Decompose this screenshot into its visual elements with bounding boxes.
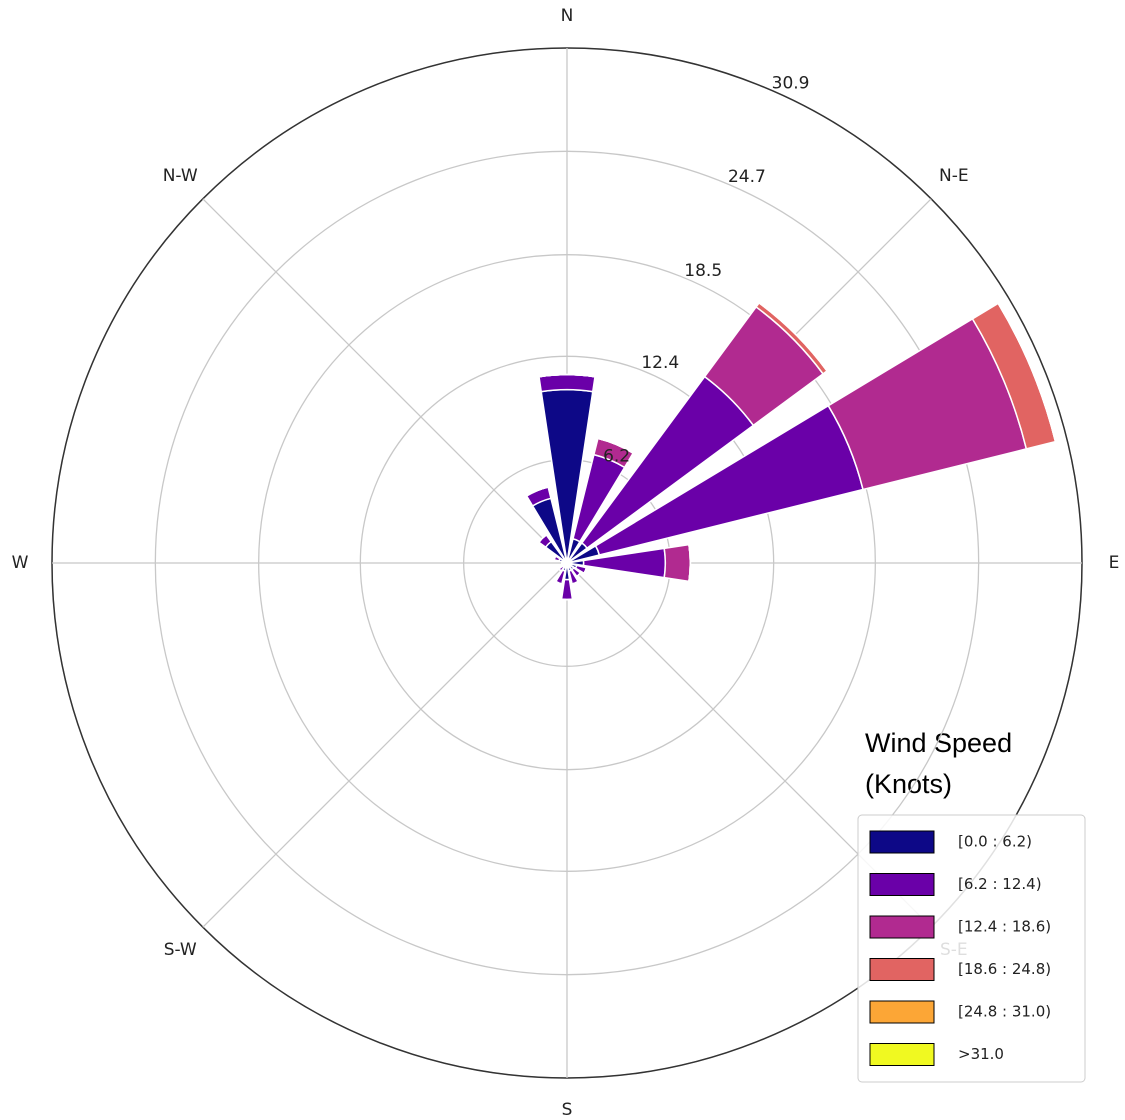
direction-label: N-E bbox=[939, 166, 969, 186]
bar-segment bbox=[553, 555, 557, 560]
direction-label: N bbox=[561, 6, 574, 26]
bar-segment bbox=[538, 374, 596, 393]
spoke bbox=[202, 562, 568, 928]
r-tick-label: 6.2 bbox=[603, 447, 630, 467]
bar-segment bbox=[560, 578, 574, 601]
legend-box bbox=[857, 814, 1086, 1083]
bars bbox=[525, 301, 1057, 601]
legend-swatch bbox=[869, 1000, 935, 1024]
legend-label: [24.8 : 31.0) bbox=[958, 1003, 1051, 1021]
r-tick-label: 18.5 bbox=[684, 261, 722, 281]
legend-label: [12.4 : 18.6) bbox=[958, 918, 1051, 936]
bar-segment bbox=[540, 388, 594, 564]
bar-segment bbox=[663, 543, 692, 583]
bar-segment bbox=[576, 572, 582, 578]
legend-label: >31.0 bbox=[958, 1045, 1004, 1063]
r-tick-label: 30.9 bbox=[772, 74, 810, 94]
direction-label: W bbox=[12, 553, 29, 573]
r-tick-label: 24.7 bbox=[728, 167, 766, 187]
direction-label: S-W bbox=[164, 940, 197, 960]
legend-label: [18.6 : 24.8) bbox=[958, 960, 1051, 978]
spoke bbox=[202, 198, 568, 564]
legend: [0.0 : 6.2) [6.2 : 12.4) [12.4 : 18.6) [18.… bbox=[857, 814, 1086, 1083]
direction-label: E bbox=[1109, 553, 1120, 573]
bar-segment bbox=[758, 302, 828, 372]
legend-swatch bbox=[869, 830, 935, 854]
legend-label: [0.0 : 6.2) bbox=[958, 833, 1032, 851]
bar-segment bbox=[688, 544, 692, 582]
legend-swatch bbox=[869, 873, 935, 896]
legend-title: Wind Speed bbox=[865, 728, 1012, 758]
legend-swatch bbox=[869, 958, 935, 981]
legend-swatch bbox=[869, 915, 935, 939]
r-tick-label: 12.4 bbox=[641, 353, 679, 373]
legend-title: (Knots) bbox=[865, 769, 952, 799]
direction-label: S bbox=[562, 1100, 573, 1120]
legend-swatch bbox=[869, 1043, 935, 1066]
bar-segment bbox=[555, 580, 562, 585]
legend-label: [6.2 : 12.4) bbox=[958, 875, 1042, 893]
direction-label: N-W bbox=[163, 166, 198, 186]
